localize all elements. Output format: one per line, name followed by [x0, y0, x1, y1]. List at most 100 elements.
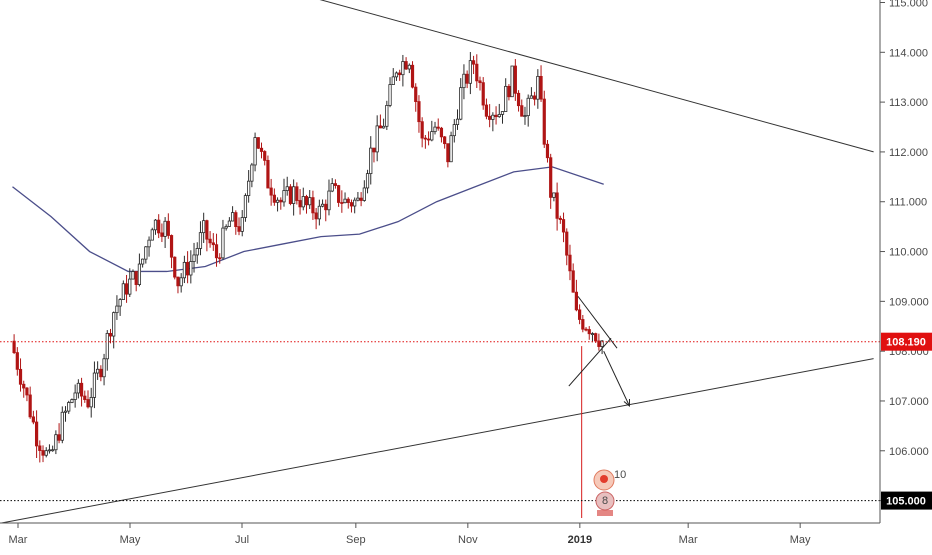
y-tick-label: 111.000	[889, 197, 927, 209]
candle-body	[247, 180, 251, 196]
candle-body	[266, 159, 270, 189]
moving-average-layer	[12, 166, 604, 273]
candle-body	[507, 85, 511, 98]
candle-body	[539, 75, 543, 100]
candle-body	[57, 434, 61, 441]
candle-body	[173, 256, 177, 278]
candle-body	[237, 226, 241, 232]
candle-body	[594, 333, 598, 342]
candle-body	[160, 232, 164, 237]
candle-body	[500, 111, 505, 115]
candle-body	[224, 226, 228, 229]
candle-body	[230, 212, 235, 222]
candle-body	[516, 92, 521, 107]
candle-body	[288, 186, 293, 204]
candle-body	[166, 220, 170, 236]
candle-body	[12, 340, 16, 354]
y-tick-label: 106.000	[889, 446, 929, 458]
candle-body	[391, 76, 395, 85]
candle-body	[465, 73, 469, 84]
candle-body	[346, 198, 350, 203]
price-tags: 108.190 105.000	[881, 332, 932, 510]
candle-body	[510, 65, 514, 98]
candle-body	[221, 227, 225, 259]
candle-body	[398, 72, 402, 76]
x-tick-label: Sep	[346, 534, 366, 546]
candle-body	[250, 164, 254, 182]
candle-body	[491, 114, 495, 120]
candle-body	[38, 445, 42, 451]
candle-body	[189, 261, 193, 276]
triangle-lower-edge	[568, 337, 612, 387]
candle-body	[25, 387, 29, 396]
candle-body	[568, 254, 572, 272]
candle-body	[34, 421, 39, 447]
candle-body	[423, 137, 427, 140]
candle-body	[446, 143, 450, 163]
price-tag-box	[881, 491, 932, 510]
candle-body	[394, 72, 399, 78]
candle-body	[259, 147, 264, 152]
moving-average-line	[12, 166, 604, 273]
candle-body	[574, 291, 578, 311]
price-tag-label: 105.000	[886, 496, 926, 508]
candle-body	[243, 195, 248, 218]
candle-body	[504, 85, 508, 112]
candle-body	[256, 137, 260, 149]
candle-body	[279, 199, 283, 203]
candle-body	[163, 220, 167, 237]
candle-body	[47, 449, 52, 452]
x-tick-label: May	[120, 534, 141, 546]
candle-body	[89, 396, 93, 408]
candle-body	[520, 105, 524, 117]
x-axis[interactable]: Mar May Jul Sep Nov 2019 Mar May	[0, 522, 880, 546]
candle-body	[105, 332, 109, 360]
candle-body	[202, 220, 206, 234]
candle-body	[549, 157, 553, 198]
y-tick-label: 114.000	[889, 47, 928, 59]
candle-body	[565, 231, 569, 256]
candle-body	[198, 232, 203, 249]
candle-body	[92, 372, 97, 398]
candle-body	[79, 382, 84, 397]
candle-body	[378, 125, 382, 129]
projection-arrow	[603, 350, 630, 407]
candle-body	[186, 261, 190, 276]
annotations-layer: 10 8	[568, 296, 630, 516]
candle-body	[54, 434, 58, 451]
candle-body	[414, 86, 418, 102]
candle-body	[533, 95, 537, 100]
candle-body	[340, 202, 344, 204]
candle-body	[240, 217, 244, 232]
candle-body	[471, 60, 476, 65]
candle-body	[275, 199, 280, 203]
candle-body	[324, 203, 328, 211]
candle-body	[269, 187, 273, 196]
candle-body	[70, 399, 74, 403]
candle-body	[134, 271, 138, 285]
candle-body	[365, 173, 370, 189]
event-flag-count: 8	[602, 495, 608, 507]
candle-body	[401, 61, 405, 76]
candle-body	[513, 65, 517, 94]
candle-body	[272, 194, 276, 203]
y-axis[interactable]: 105.000106.000107.000108.000109.000110.0…	[879, 0, 929, 523]
candle-body	[484, 104, 489, 117]
candle-body	[404, 61, 408, 70]
candle-body	[558, 217, 562, 220]
candle-body	[362, 187, 366, 201]
candle-body	[115, 305, 119, 314]
candle-body	[372, 147, 376, 153]
x-tick-label: Nov	[458, 534, 478, 546]
candle-body	[388, 84, 392, 106]
candle-body	[128, 278, 132, 295]
candle-body	[407, 64, 411, 70]
candle-body	[552, 192, 556, 198]
candle-body	[211, 242, 215, 246]
candle-body	[478, 80, 482, 84]
candle-body	[263, 151, 267, 161]
candle-body	[436, 126, 440, 129]
candle-body	[31, 416, 35, 423]
